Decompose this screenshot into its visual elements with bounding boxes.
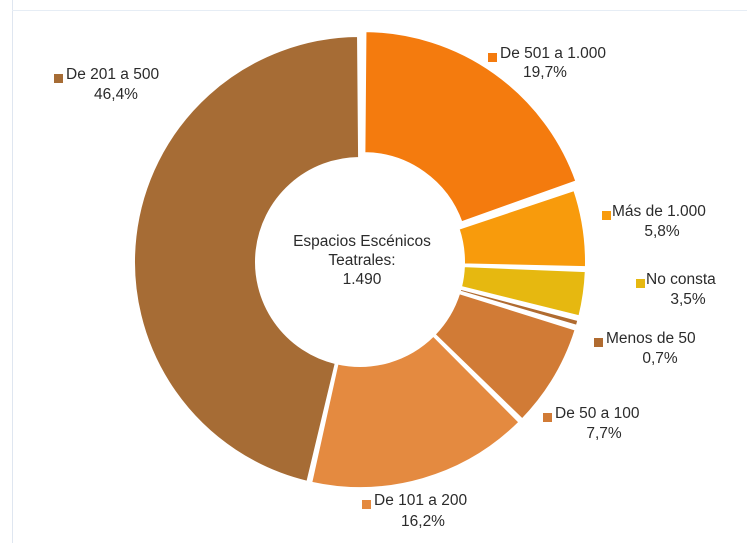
left-border-line: [12, 0, 13, 543]
slice-value-6: 46,4%: [94, 86, 138, 103]
slice-value-4: 7,7%: [586, 425, 622, 442]
slice-value-1: 5,8%: [644, 223, 680, 240]
slice-value-5: 16,2%: [401, 513, 445, 530]
slice-value-0: 19,7%: [523, 64, 567, 81]
center-label-line1: Espacios Escénicos: [293, 233, 431, 250]
donut-slice-1: [457, 188, 587, 269]
center-label-line2: Teatrales:: [328, 252, 395, 269]
donut-slice-0: [363, 30, 578, 224]
slice-label-2: No consta: [646, 271, 716, 288]
slice-value-3: 0,7%: [642, 350, 678, 367]
legend-swatch-4: [543, 413, 552, 422]
legend-swatch-0: [488, 53, 497, 62]
donut-slice-4: [433, 291, 577, 421]
donut-slice-5: [310, 334, 521, 489]
slice-value-2: 3,5%: [670, 291, 706, 308]
slice-label-6: De 201 a 500: [66, 66, 159, 83]
legend-swatch-6: [54, 74, 63, 83]
slices-group: [133, 30, 587, 489]
donut-slice-6: [133, 34, 361, 483]
legend-swatch-3: [594, 338, 603, 347]
labels-group: De 501 a 1.000 19,7% Más de 1.000 5,8% No co…: [54, 45, 716, 530]
donut-slice-2: [459, 265, 587, 318]
legend-swatch-5: [362, 500, 371, 509]
slice-label-0: De 501 a 1.000: [500, 45, 606, 62]
legend-swatch-1: [602, 211, 611, 220]
slice-label-3: Menos de 50: [606, 330, 696, 347]
slice-label-5: De 101 a 200: [374, 492, 467, 509]
slice-label-4: De 50 a 100: [555, 405, 640, 422]
legend-swatch-2: [636, 279, 645, 288]
slice-label-1: Más de 1.000: [612, 203, 706, 220]
donut-slice-3: [458, 287, 580, 328]
top-border-line: [12, 10, 747, 11]
center-label-total: 1.490: [343, 271, 382, 288]
